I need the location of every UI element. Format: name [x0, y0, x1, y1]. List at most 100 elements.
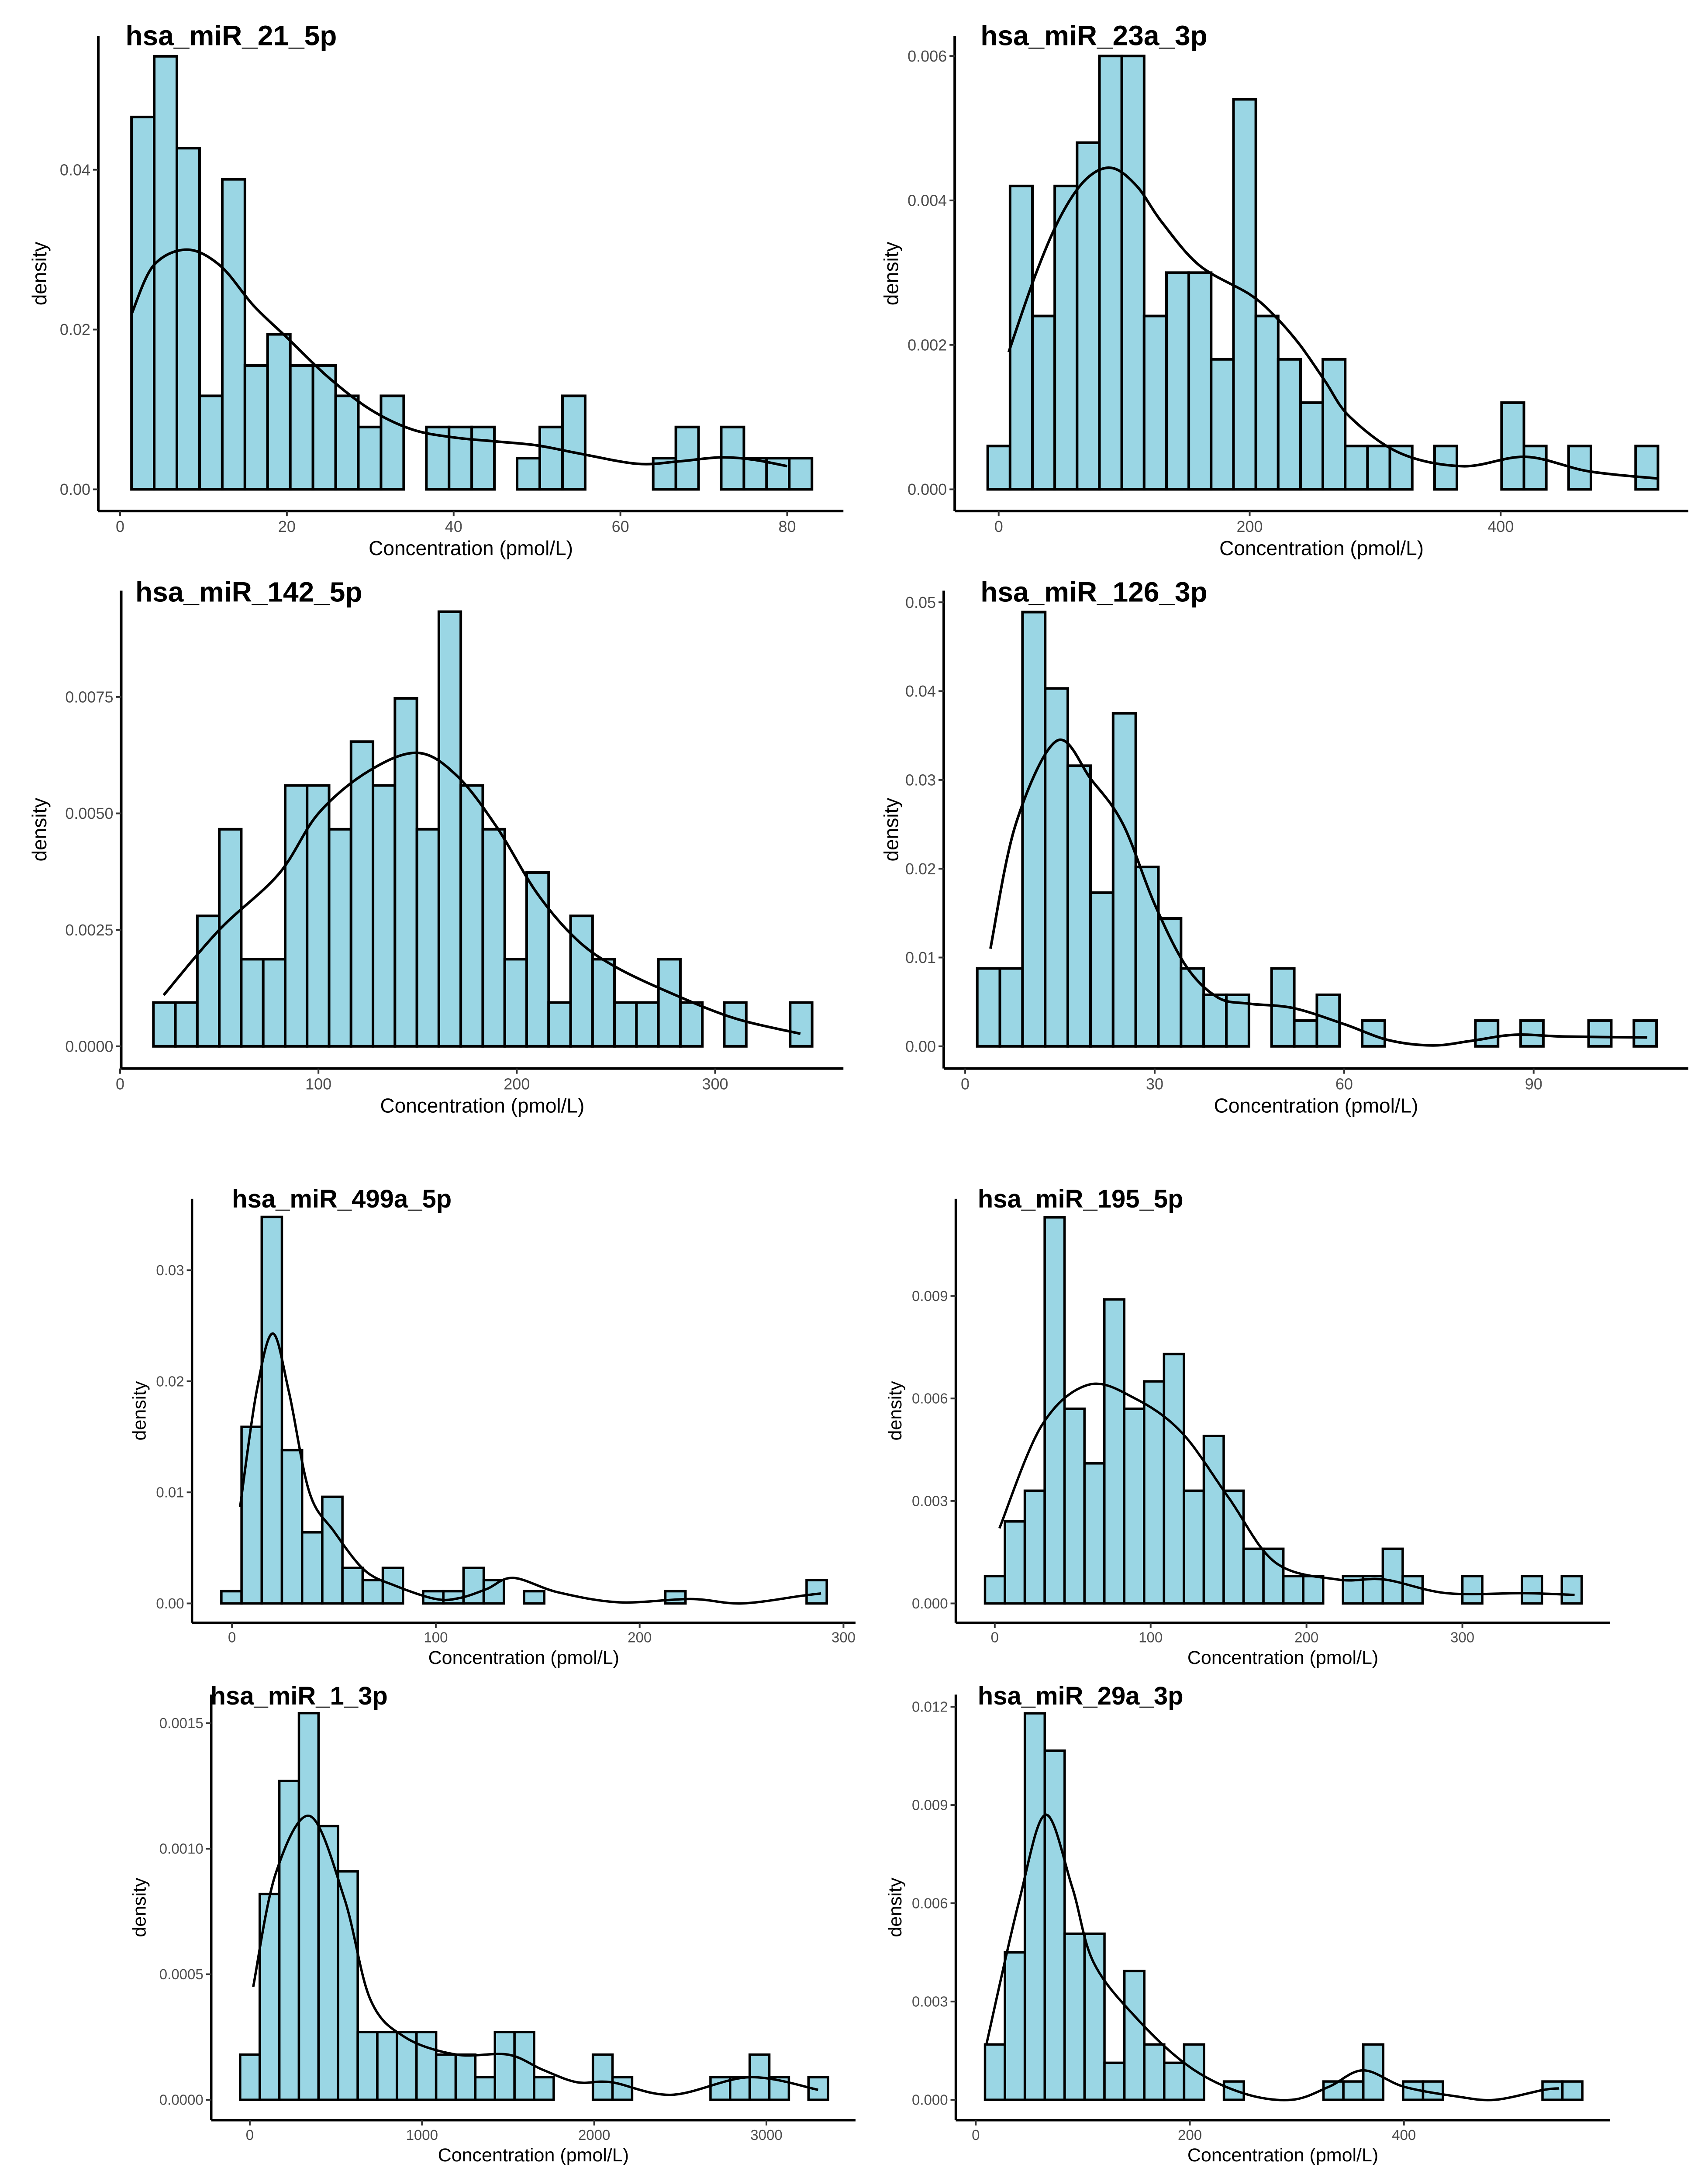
histogram-bar [1381, 1547, 1404, 1605]
y-tick-label: 0.0005 [159, 1966, 204, 1982]
histogram-bar [1299, 401, 1325, 491]
histogram-bar [1098, 55, 1123, 491]
histogram-bar [1401, 1575, 1424, 1605]
density-curve [1007, 166, 1658, 480]
x-axis-title: Concentration (pmol/L) [1187, 2145, 1378, 2166]
histogram-bar [1344, 445, 1369, 491]
histogram-panel: 0.000 0.003 0.006 0.009 0 100 200 300 hsa_miR_19… [885, 1185, 1610, 1668]
histogram-bar [334, 394, 360, 491]
histogram-bar [220, 1590, 243, 1605]
histogram-bar [1083, 1462, 1106, 1605]
x-tick-label: 300 [702, 1075, 728, 1093]
y-tick-label: 0.000 [907, 480, 947, 498]
histogram-bar [470, 425, 496, 491]
x-tick-label: 200 [1236, 518, 1263, 535]
density-curve [985, 1813, 1560, 2102]
histogram-bar [381, 1567, 404, 1605]
x-tick-label: 0 [116, 1075, 124, 1093]
x-tick-label: 20 [278, 518, 296, 535]
density-curve [252, 1814, 818, 2096]
histogram-bar [1066, 764, 1092, 1048]
chart-title: hsa_miR_126_3p [980, 576, 1207, 608]
histogram-bar [1053, 184, 1079, 491]
histogram-bar [591, 2053, 614, 2101]
histogram-bar [415, 2031, 438, 2101]
histogram-panel: 0.000 0.002 0.004 0.006 0 200 400 hsa_miR_23a_3… [880, 20, 1689, 559]
histogram-bar [218, 828, 243, 1048]
y-tick-label: 0.0010 [159, 1841, 204, 1857]
histogram-bar [1183, 2043, 1205, 2101]
histogram-bar [1222, 1489, 1245, 1605]
histogram-panel: 0.0000 0.0005 0.0010 0.0015 0 1000 2000 3000 hsa… [129, 1682, 856, 2166]
histogram-bar [283, 784, 309, 1048]
histogram-bar [1023, 1489, 1046, 1605]
histogram-bar [1500, 401, 1525, 491]
histogram-bar [435, 2053, 457, 2101]
y-tick-label: 0.004 [907, 192, 947, 210]
histogram-bar [493, 2031, 516, 2101]
histogram-bar [1262, 1547, 1285, 1605]
histogram-bar [1388, 445, 1414, 491]
histogram-bar [1004, 1951, 1026, 2101]
chart-title: hsa_miR_1_3p [210, 1682, 388, 1710]
histogram-bar [1461, 1575, 1484, 1605]
y-axis-title: density [28, 798, 51, 862]
histogram-bar [372, 784, 397, 1048]
histogram-panel: 0.00 0.01 0.02 0.03 0.04 0.05 0 30 60 90 hsa_miR_1… [880, 576, 1689, 1117]
histogram-bar [262, 958, 286, 1048]
y-tick-label: 0.0050 [65, 804, 113, 822]
y-tick-label: 0.009 [912, 1288, 948, 1304]
histogram-panel: 0.00 0.02 0.04 0 20 40 60 80 hsa_miR_21_5p Concen… [28, 20, 844, 559]
x-tick-label: 300 [1450, 1629, 1474, 1646]
histogram-bar [1322, 358, 1347, 491]
x-axis-title: Concentration (pmol/L) [1219, 537, 1424, 559]
x-axis-title: Concentration (pmol/L) [1187, 1647, 1378, 1668]
histogram-bar [1023, 1712, 1046, 2101]
histogram-bar [297, 1712, 320, 2101]
histogram-bar [533, 2076, 555, 2101]
histogram-bar [1560, 1575, 1583, 1605]
histogram-bar [516, 457, 541, 491]
histogram-bar [538, 425, 564, 491]
histogram-bar [152, 1001, 177, 1048]
histogram-bar [1187, 271, 1213, 491]
x-tick-label: 200 [628, 1629, 652, 1646]
x-tick-label: 90 [1525, 1075, 1542, 1093]
x-tick-label: 2000 [578, 2127, 610, 2143]
x-axis-title: Concentration (pmol/L) [380, 1094, 584, 1117]
x-tick-label: 0 [961, 1075, 970, 1093]
x-tick-label: 400 [1487, 518, 1514, 535]
chart-title: hsa_miR_499a_5p [232, 1185, 452, 1213]
x-tick-label: 0 [246, 2127, 254, 2143]
histogram-bar [561, 394, 587, 491]
histogram-bar [1242, 1547, 1265, 1605]
x-tick-label: 100 [1139, 1629, 1163, 1646]
histogram-bar [664, 1590, 687, 1605]
histogram-bar [311, 364, 337, 491]
histogram-bar [266, 333, 292, 491]
histogram-bar [357, 425, 383, 491]
histogram-bar [258, 1892, 281, 2101]
density-curve [998, 1382, 1575, 1596]
histogram-bar [1433, 445, 1459, 491]
histogram-bar [321, 1495, 344, 1605]
histogram-bar [635, 1001, 660, 1048]
histogram-bar [1143, 2043, 1166, 2101]
y-tick-label: 0.03 [156, 1262, 184, 1278]
x-tick-label: 0 [116, 518, 124, 535]
histogram-bar [459, 784, 484, 1048]
histogram-bar [393, 697, 418, 1048]
chart-title: hsa_miR_21_5p [126, 20, 337, 51]
y-tick-label: 0.003 [912, 1493, 948, 1509]
histogram-bar [260, 1215, 283, 1605]
y-tick-label: 0.006 [907, 47, 947, 65]
y-axis-title: density [885, 1877, 906, 1937]
density-curve [989, 739, 1648, 1047]
histogram-bar [1315, 993, 1341, 1048]
histogram-bar [1587, 1019, 1613, 1048]
histogram-bar [611, 2076, 634, 2101]
y-tick-label: 0.01 [905, 949, 936, 966]
histogram-bar [1089, 891, 1115, 1048]
